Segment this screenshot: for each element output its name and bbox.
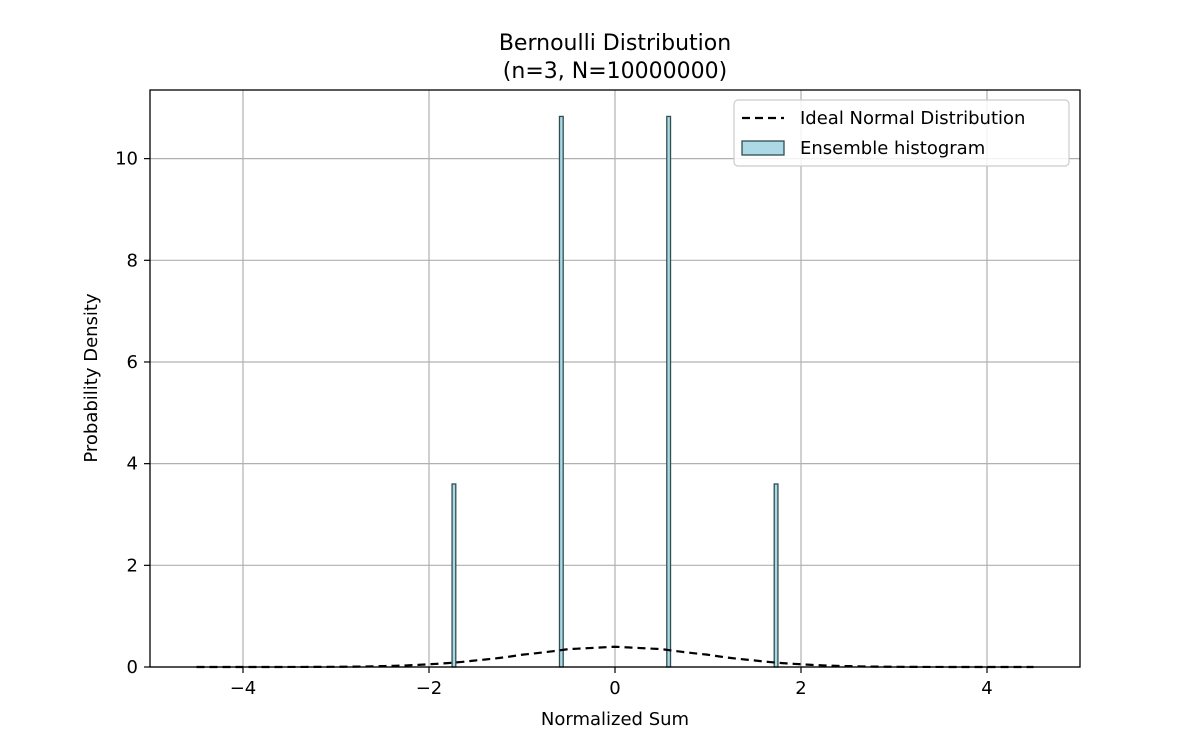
y-tick-label: 4 <box>127 454 138 475</box>
y-axis-ticks: 0 2 4 6 8 10 <box>115 149 150 678</box>
histogram-bars <box>451 115 779 668</box>
x-axis-label: Normalized Sum <box>541 709 689 730</box>
y-tick-label: 2 <box>127 555 138 576</box>
y-tick-label: 8 <box>127 250 138 271</box>
chart-title: Bernoulli Distribution <box>499 31 731 56</box>
histogram-bar <box>558 115 564 668</box>
chart-subtitle: (n=3, N=10000000) <box>503 59 727 84</box>
plot-frame <box>149 89 1081 668</box>
x-tick-label: −4 <box>230 678 257 699</box>
x-tick-label: 4 <box>981 678 992 699</box>
legend-hist-swatch <box>741 140 785 156</box>
legend-label-histogram: Ensemble histogram <box>800 138 985 159</box>
normal-curve-line <box>196 645 1034 669</box>
histogram-bar <box>451 483 457 668</box>
x-tick-label: 0 <box>609 678 620 699</box>
y-axis-label: Probability Density <box>81 293 102 463</box>
grid <box>150 90 1080 668</box>
legend: Ideal Normal Distribution Ensemble histo… <box>733 99 1070 167</box>
x-axis-ticks: −4 −2 0 2 4 <box>230 667 993 699</box>
y-tick-label: 0 <box>127 657 138 678</box>
y-tick-label: 10 <box>115 149 138 170</box>
legend-label-normal: Ideal Normal Distribution <box>800 108 1025 129</box>
histogram-bar <box>773 483 779 668</box>
y-tick-label: 6 <box>127 352 138 373</box>
x-tick-label: 2 <box>795 678 806 699</box>
x-tick-label: −2 <box>416 678 443 699</box>
histogram-bar <box>666 115 672 668</box>
legend-box <box>733 99 1070 167</box>
